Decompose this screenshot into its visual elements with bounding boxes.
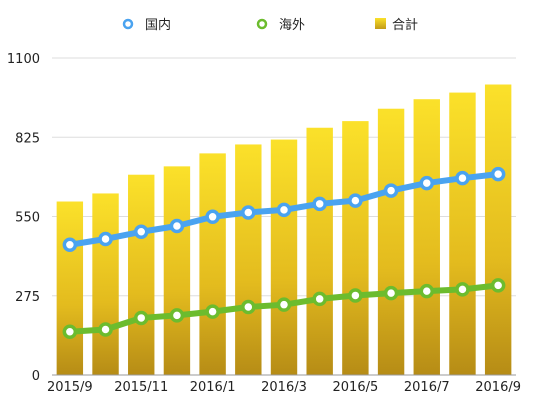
bars (56, 84, 512, 376)
marker-overseas-2015/12 (169, 308, 185, 323)
marker-domestic-2016/8 (455, 170, 470, 186)
legend-item-domestic: 国内 (122, 17, 171, 33)
marker-domestic-2016/5 (348, 193, 363, 208)
y-axis-ticks: 0 275 550 825 1100 (7, 52, 40, 384)
bar-total-2016/5 (342, 121, 369, 375)
marker-overseas-2016/8 (455, 282, 470, 297)
marker-domestic-2016/9 (490, 166, 506, 182)
marker-domestic-2016/4 (312, 196, 327, 212)
legend: 国内 海外 合計 (122, 17, 418, 33)
y-tick-label-1100: 1100 (7, 52, 40, 67)
marker-domestic-2016/2 (241, 205, 256, 220)
bar-total-2015/9 (56, 201, 84, 375)
bar-total-2016/8 (449, 92, 476, 375)
marker-domestic-2016/7 (419, 175, 435, 191)
legend-label-domestic: 国内 (145, 17, 171, 33)
bar-total-2016/7 (413, 99, 440, 376)
bar-total-2016/9 (484, 84, 512, 375)
marker-overseas-2016/6 (383, 285, 399, 301)
bar-total-2016/1 (199, 153, 226, 375)
x-tick-label-2016/9: 2016/9 (475, 380, 521, 395)
marker-overseas-2016/7 (419, 283, 435, 299)
legend-swatch-domestic (122, 18, 134, 30)
marker-domestic-2015/10 (98, 231, 113, 247)
y-tick-label-550: 550 (15, 211, 40, 226)
bar-total-2015/11 (128, 174, 155, 375)
x-tick-label-2016/5: 2016/5 (333, 380, 379, 395)
marker-domestic-2015/12 (169, 218, 185, 234)
x-tick-label-2016/1: 2016/1 (190, 380, 236, 395)
marker-overseas-2015/11 (133, 310, 149, 326)
x-tick-label-2015/11: 2015/11 (114, 380, 168, 395)
marker-overseas-2015/9 (62, 324, 78, 340)
marker-domestic-2015/11 (133, 224, 149, 240)
marker-domestic-2016/3 (276, 202, 292, 218)
marker-overseas-2016/3 (276, 297, 292, 312)
bar-total-2016/2 (235, 144, 262, 375)
marker-overseas-2016/2 (241, 299, 256, 315)
marker-overseas-2016/5 (348, 288, 363, 303)
x-tick-label-2016/7: 2016/7 (404, 380, 450, 395)
bar-total-2016/3 (270, 139, 298, 375)
bar-total-2015/12 (163, 166, 191, 375)
y-tick-label-825: 825 (15, 131, 40, 146)
marker-domestic-2016/1 (205, 209, 220, 225)
marker-overseas-2016/9 (490, 278, 506, 293)
bar-total-2016/4 (306, 127, 333, 376)
marker-overseas-2016/4 (312, 291, 327, 307)
legend-item-overseas: 海外 (256, 18, 305, 33)
x-tick-label-2016/3: 2016/3 (261, 380, 307, 395)
legend-item-total: 合計 (375, 17, 418, 33)
marker-domestic-2016/6 (383, 183, 399, 198)
marker-overseas-2016/1 (205, 304, 220, 319)
marker-domestic-2015/9 (62, 237, 78, 252)
y-tick-label-0: 0 (32, 369, 40, 384)
legend-label-overseas: 海外 (279, 18, 305, 33)
x-tick-label-2015/9: 2015/9 (47, 380, 93, 395)
legend-swatch-overseas (256, 18, 268, 30)
legend-swatch-total (375, 18, 386, 29)
series-markers (62, 166, 506, 340)
y-tick-label-275: 275 (15, 290, 40, 305)
marker-overseas-2015/10 (98, 322, 113, 337)
legend-label-total: 合計 (392, 17, 418, 33)
x-axis-ticks: 2015/9 2015/11 2016/1 2016/3 2016/5 2016/7 201… (47, 380, 521, 395)
bar-total-2016/6 (377, 108, 405, 375)
bar-total-2015/10 (92, 193, 119, 375)
